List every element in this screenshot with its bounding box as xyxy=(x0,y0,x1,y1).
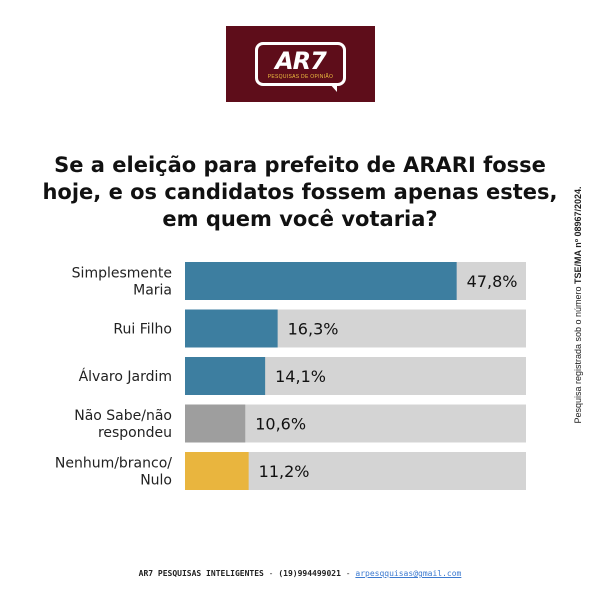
bar xyxy=(185,404,246,443)
registration-note: Pesquisa registrada sob o número TSE/MA … xyxy=(573,186,583,423)
category-label-line: Simplesmente xyxy=(72,266,172,282)
category-label-line: Nenhum/branco/ xyxy=(55,456,172,472)
category-label-line: Nulo xyxy=(140,473,172,489)
logo-mark: AR7 xyxy=(275,47,327,75)
footer-company: AR7 PESQUISAS INTELIGENTES xyxy=(138,569,264,578)
data-label: 14,1% xyxy=(275,367,326,386)
data-label: 16,3% xyxy=(288,320,339,339)
category-label-line: respondeu xyxy=(98,425,172,441)
category-label-line: Não Sabe/não xyxy=(74,408,172,424)
category-label: Simplesmente Maria xyxy=(72,266,172,299)
logo-speech-bubble: AR7 PESQUISAS DE OPINIÃO xyxy=(254,42,347,92)
category-label-line: Maria xyxy=(133,283,172,299)
footer-phone: (19)994499021 xyxy=(278,569,341,578)
category-label-line: Álvaro Jardim xyxy=(79,368,172,385)
footer-separator: - xyxy=(263,569,279,578)
category-label: Álvaro Jardim xyxy=(79,368,172,385)
registration-prefix: Pesquisa registrada sob o número xyxy=(573,283,583,424)
bar xyxy=(185,309,278,348)
bar xyxy=(185,262,457,300)
category-label-line: Rui Filho xyxy=(113,322,172,338)
registration-number: TSE/MA nº 08967/2024. xyxy=(573,186,583,284)
data-label: 11,2% xyxy=(259,462,310,481)
category-label: Não Sabe/não respondeu xyxy=(74,408,172,441)
category-label: Rui Filho xyxy=(113,322,172,338)
chart-title: Se a eleição para prefeito de ARARI foss… xyxy=(42,153,558,231)
category-label: Nenhum/branco/Nulo xyxy=(55,456,172,489)
brand-logo: AR7 PESQUISAS DE OPINIÃO xyxy=(226,26,375,102)
data-label: 10,6% xyxy=(255,415,306,434)
footer-email-link[interactable]: arpesqquisas@gmail.com xyxy=(355,569,462,578)
data-label: 47,8% xyxy=(467,272,518,291)
footer: AR7 PESQUISAS INTELIGENTES - (19)9944990… xyxy=(0,569,600,578)
bar xyxy=(185,357,266,395)
logo-tagline: PESQUISAS DE OPINIÃO xyxy=(267,74,334,80)
footer-separator: - xyxy=(340,569,356,578)
bar xyxy=(185,452,249,490)
